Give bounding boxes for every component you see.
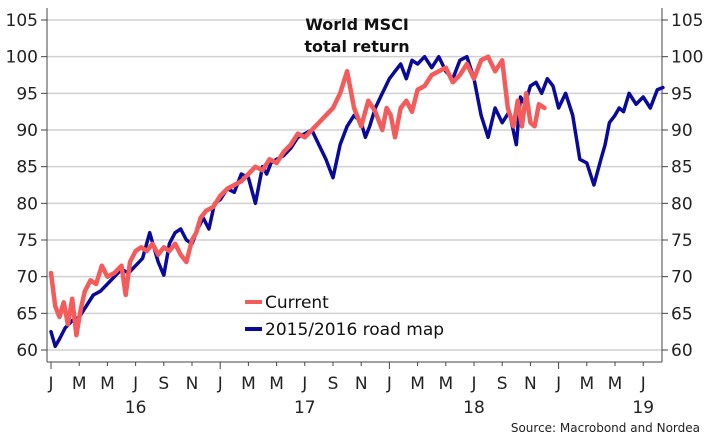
- series-line-current: [48, 54, 547, 338]
- y-tick-label-right: 80: [671, 194, 693, 214]
- gridlines: [47, 19, 662, 351]
- x-tick-label: M: [72, 374, 87, 394]
- y-tick-label-right: 60: [671, 341, 693, 361]
- y-tick-label-right: 70: [671, 268, 693, 288]
- y-tick-label-left: 90: [16, 121, 38, 141]
- y-tick-label-left: 70: [16, 268, 38, 288]
- y-tick-label-left: 65: [16, 304, 38, 324]
- x-tick-label: M: [579, 374, 594, 394]
- x-tick-label: M: [438, 374, 453, 394]
- y-tick-label-right: 100: [671, 48, 703, 68]
- x-year-label: 16: [125, 398, 147, 418]
- legend-label-road-map: 2015/2016 road map: [265, 320, 444, 340]
- x-year-label: 19: [632, 398, 654, 418]
- y-axis-right: 60 65 70 75 80 85 90 95 100 105: [661, 8, 703, 362]
- y-tick-label-left: 60: [16, 341, 38, 361]
- x-tick-label: J: [47, 374, 53, 394]
- x-tick-label: M: [100, 374, 115, 394]
- y-tick-label-right: 90: [671, 121, 693, 141]
- x-tick-label: J: [217, 374, 223, 394]
- y-tick-label-left: 100: [6, 48, 38, 68]
- chart-title-line-2: total return: [304, 37, 409, 56]
- y-tick-label-left: 95: [16, 84, 38, 104]
- y-tick-label-right: 85: [671, 158, 693, 178]
- x-tick-label: J: [301, 374, 307, 394]
- x-tick-label: M: [608, 374, 623, 394]
- y-tick-label-left: 80: [16, 194, 38, 214]
- chart-title-line-1: World MSCI: [305, 15, 409, 34]
- x-tick-label: S: [497, 374, 508, 394]
- x-year-label: 17: [294, 398, 316, 418]
- y-tick-label-left: 75: [16, 231, 38, 251]
- series-line-road-map: [49, 54, 665, 349]
- x-tick-label: S: [328, 374, 339, 394]
- x-axis: J M M J S N J M M J S N J M M J S N J M M J16 17 18 19: [47, 361, 662, 418]
- y-tick-label-right: 105: [671, 11, 703, 31]
- x-tick-label: S: [158, 374, 169, 394]
- legend-label-current: Current: [265, 293, 329, 313]
- y-tick-label-left: 105: [6, 11, 38, 31]
- x-year-label: 18: [463, 398, 485, 418]
- x-tick-label: N: [186, 374, 199, 394]
- x-tick-label: N: [524, 374, 537, 394]
- x-tick-label: J: [470, 374, 476, 394]
- x-tick-label: N: [355, 374, 368, 394]
- y-tick-label-left: 85: [16, 158, 38, 178]
- x-tick-label: J: [132, 374, 138, 394]
- x-tick-label: M: [241, 374, 256, 394]
- y-tick-label-right: 95: [671, 84, 693, 104]
- x-tick-label: J: [640, 374, 646, 394]
- x-tick-label: J: [386, 374, 392, 394]
- y-axis-left: 60 65 70 75 80 85 90 95 100 105: [6, 8, 48, 362]
- x-tick-label: J: [555, 374, 561, 394]
- legend: Current 2015/2016 road map: [245, 293, 444, 340]
- series-group: [48, 54, 665, 349]
- x-tick-label: M: [269, 374, 284, 394]
- x-tick-label: M: [410, 374, 425, 394]
- source-note: Source: Macrobond and Nordea: [511, 421, 700, 435]
- y-tick-label-right: 75: [671, 231, 693, 251]
- y-tick-label-right: 65: [671, 304, 693, 324]
